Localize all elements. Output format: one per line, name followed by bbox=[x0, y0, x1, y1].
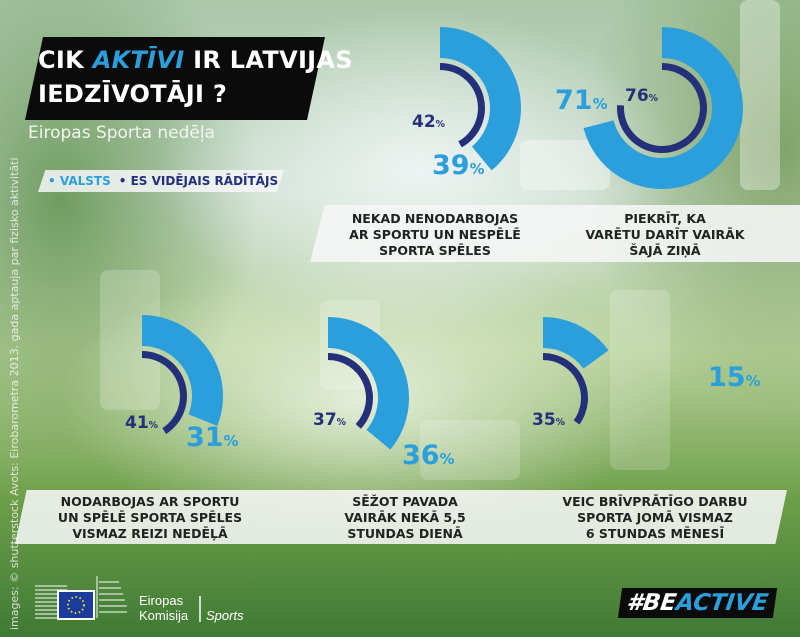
country-arc-0 bbox=[440, 27, 521, 171]
country-value-label: 31% bbox=[186, 422, 239, 453]
eu-arc-3 bbox=[328, 352, 373, 429]
eu-flag-icon bbox=[59, 592, 93, 618]
eu-value-label: 76% bbox=[625, 86, 659, 106]
country-value-label: 71% bbox=[555, 85, 608, 116]
title-text: IR LATVIJAS bbox=[184, 46, 353, 74]
country-value-label: 15% bbox=[708, 362, 761, 393]
org-sub: Sports bbox=[206, 608, 244, 623]
title-box bbox=[25, 37, 325, 120]
title-highlight: AKTĪVI bbox=[92, 46, 185, 74]
source-credit: images: © shutterstock Avots: Eirobarome… bbox=[8, 157, 21, 630]
country-value-label: 36% bbox=[402, 440, 455, 471]
country-arc-4 bbox=[543, 317, 609, 369]
caption: VEIC BRĪVPRĀTĪGO DARBU SPORTA JOMĀ VISMAZ… bbox=[562, 494, 748, 541]
caption: PIEKRĪT, KA VARĒTU DARĪT VAIRĀK ŠAJĀ ZIŅĀ bbox=[585, 211, 745, 258]
eu-arc-2 bbox=[142, 351, 187, 434]
subtitle: Eiropas Sporta nedēļa bbox=[28, 123, 216, 143]
building-illustration bbox=[740, 0, 780, 190]
country-arc-2 bbox=[142, 315, 223, 426]
title-line-1: CIK AKTĪVI IR LATVIJAS bbox=[38, 46, 353, 74]
country-arc-3 bbox=[328, 317, 409, 450]
caption: NEKAD NENODARBOJAS AR SPORTU UN NESPĒLĒ SP… bbox=[349, 211, 521, 258]
legend: • VALSTS • ES VIDĒJAIS RĀDĪTĀJS bbox=[38, 170, 284, 192]
eu-arc-4 bbox=[543, 353, 588, 425]
caption-band-top bbox=[310, 205, 800, 262]
org-line1: Eiropas bbox=[139, 593, 184, 608]
eu-value-label: 35% bbox=[532, 410, 566, 430]
beactive-hashtag: #BEACTIVE bbox=[617, 588, 778, 618]
eu-arc-1 bbox=[617, 63, 708, 153]
country-value-label: 39% bbox=[432, 150, 485, 181]
legend-eu: • ES VIDĒJAIS RĀDĪTĀJS bbox=[118, 174, 279, 188]
eu-value-label: 41% bbox=[125, 413, 159, 433]
caption-band-bottom bbox=[15, 490, 787, 544]
eu-value-label: 42% bbox=[412, 112, 446, 132]
title-line-2: IEDZĪVOTĀJI ? bbox=[38, 80, 228, 108]
title-text: CIK bbox=[38, 46, 93, 74]
volunteer-illustration bbox=[610, 290, 670, 470]
ec-building-icon: Eiropas Komisija Sports bbox=[35, 576, 244, 623]
legend-country: • VALSTS bbox=[48, 174, 111, 188]
country-arc-1 bbox=[583, 27, 744, 189]
caption: NODARBOJAS AR SPORTU UN SPĒLĒ SPORTA SPĒL… bbox=[57, 494, 243, 541]
eu-arc-0 bbox=[440, 63, 486, 148]
european-commission-logo: Eiropas Komisija Sports bbox=[35, 568, 265, 623]
org-line2: Komisija bbox=[139, 608, 189, 623]
caption: SĒŽOT PAVADA VAIRĀK NEKĀ 5,5 STUNDAS DIENĀ bbox=[344, 494, 466, 541]
eu-value-label: 37% bbox=[313, 410, 347, 430]
car-illustration bbox=[420, 420, 520, 480]
